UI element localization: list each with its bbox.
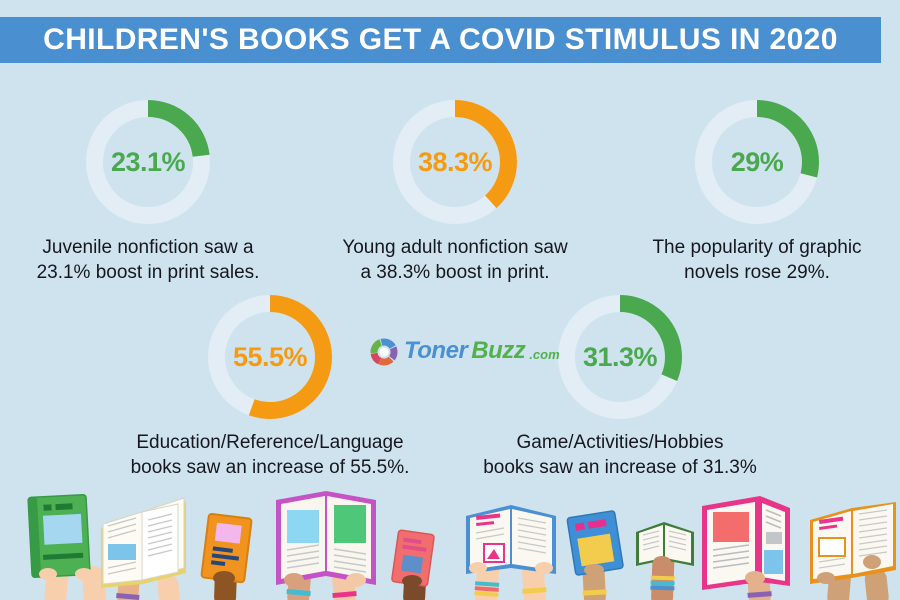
donut-chart: 29%	[695, 100, 819, 224]
logo-text-dotcom: .com	[529, 347, 560, 362]
caption-line: a 38.3% boost in print.	[360, 262, 550, 284]
donut-arc	[208, 295, 332, 419]
stat-caption: Education/Reference/Language books saw a…	[110, 430, 430, 480]
book-open-magenta-border	[276, 491, 376, 585]
donut-chart: 55.5%	[208, 295, 332, 419]
donut-arc	[695, 100, 819, 224]
donut-svg	[393, 100, 517, 224]
caption-line: novels rose 29%.	[684, 262, 830, 284]
stat-education-reference-language: 55.5% Education/Reference/Language books…	[110, 295, 430, 480]
donut-svg	[558, 295, 682, 419]
donut-arc	[558, 295, 682, 419]
pinwheel-icon	[370, 338, 398, 366]
caption-line: 23.1% boost in print sales.	[36, 262, 260, 284]
caption-line: Game/Activities/Hobbies	[516, 432, 724, 453]
book-open-green-trim	[636, 522, 694, 566]
stat-game-activities-hobbies: 31.3% Game/Activities/Hobbies books saw …	[460, 295, 780, 480]
caption-line: books saw an increase of 55.5%.	[130, 457, 410, 479]
donut-value-label: 55.5%	[232, 341, 308, 372]
donut-chart: 31.3%	[558, 295, 682, 419]
donut-value-label: 29%	[730, 146, 784, 177]
book-blue-closed	[566, 510, 624, 576]
donut-value-label: 23.1%	[110, 146, 186, 177]
donut-arc	[393, 100, 517, 224]
stat-caption: Juvenile nonfiction saw a 23.1% boost in…	[18, 235, 278, 285]
stat-young-adult-nonfiction: 38.3% Young adult nonfiction saw a 38.3%…	[325, 100, 585, 285]
stat-caption: Young adult nonfiction saw a 38.3% boost…	[325, 235, 585, 285]
caption-line: Education/Reference/Language	[136, 432, 404, 453]
donut-svg	[86, 100, 210, 224]
book-open-orange-trim	[810, 502, 896, 584]
book-red-closed	[391, 529, 435, 587]
donut-svg	[208, 295, 332, 419]
stat-graphic-novels: 29% The popularity of graphic novels ros…	[627, 100, 887, 285]
caption-line: books saw an increase of 31.3%	[483, 457, 757, 479]
caption-line: Young adult nonfiction saw	[342, 237, 568, 258]
donut-chart: 38.3%	[393, 100, 517, 224]
magazine-pink-border	[702, 496, 790, 590]
page-title: CHILDREN'S BOOKS GET A COVID STIMULUS IN…	[43, 23, 838, 56]
donut-svg	[695, 100, 819, 224]
donut-arc	[86, 100, 210, 224]
stat-caption: The popularity of graphic novels rose 29…	[627, 235, 887, 285]
donut-chart: 23.1%	[86, 100, 210, 224]
caption-line: Juvenile nonfiction saw a	[42, 237, 254, 258]
logo-text-buzz: Buzz	[471, 337, 526, 364]
logo-text-toner: Toner	[404, 337, 468, 364]
donut-value-label: 31.3%	[582, 341, 658, 372]
stat-caption: Game/Activities/Hobbies books saw an inc…	[460, 430, 780, 480]
donut-value-label: 38.3%	[417, 146, 493, 177]
book-green-closed	[27, 493, 91, 579]
header-banner: CHILDREN'S BOOKS GET A COVID STIMULUS IN…	[0, 17, 881, 63]
book-open-yellow-trim	[101, 497, 186, 588]
stat-juvenile-nonfiction: 23.1% Juvenile nonfiction saw a 23.1% bo…	[18, 100, 278, 285]
tonerbuzz-logo: Toner Buzz .com	[368, 332, 560, 370]
caption-line: The popularity of graphic	[652, 237, 862, 258]
hands-holding-books-illustration	[27, 491, 896, 600]
book-orange-closed	[200, 513, 253, 584]
book-open-blue-trim	[466, 505, 556, 574]
